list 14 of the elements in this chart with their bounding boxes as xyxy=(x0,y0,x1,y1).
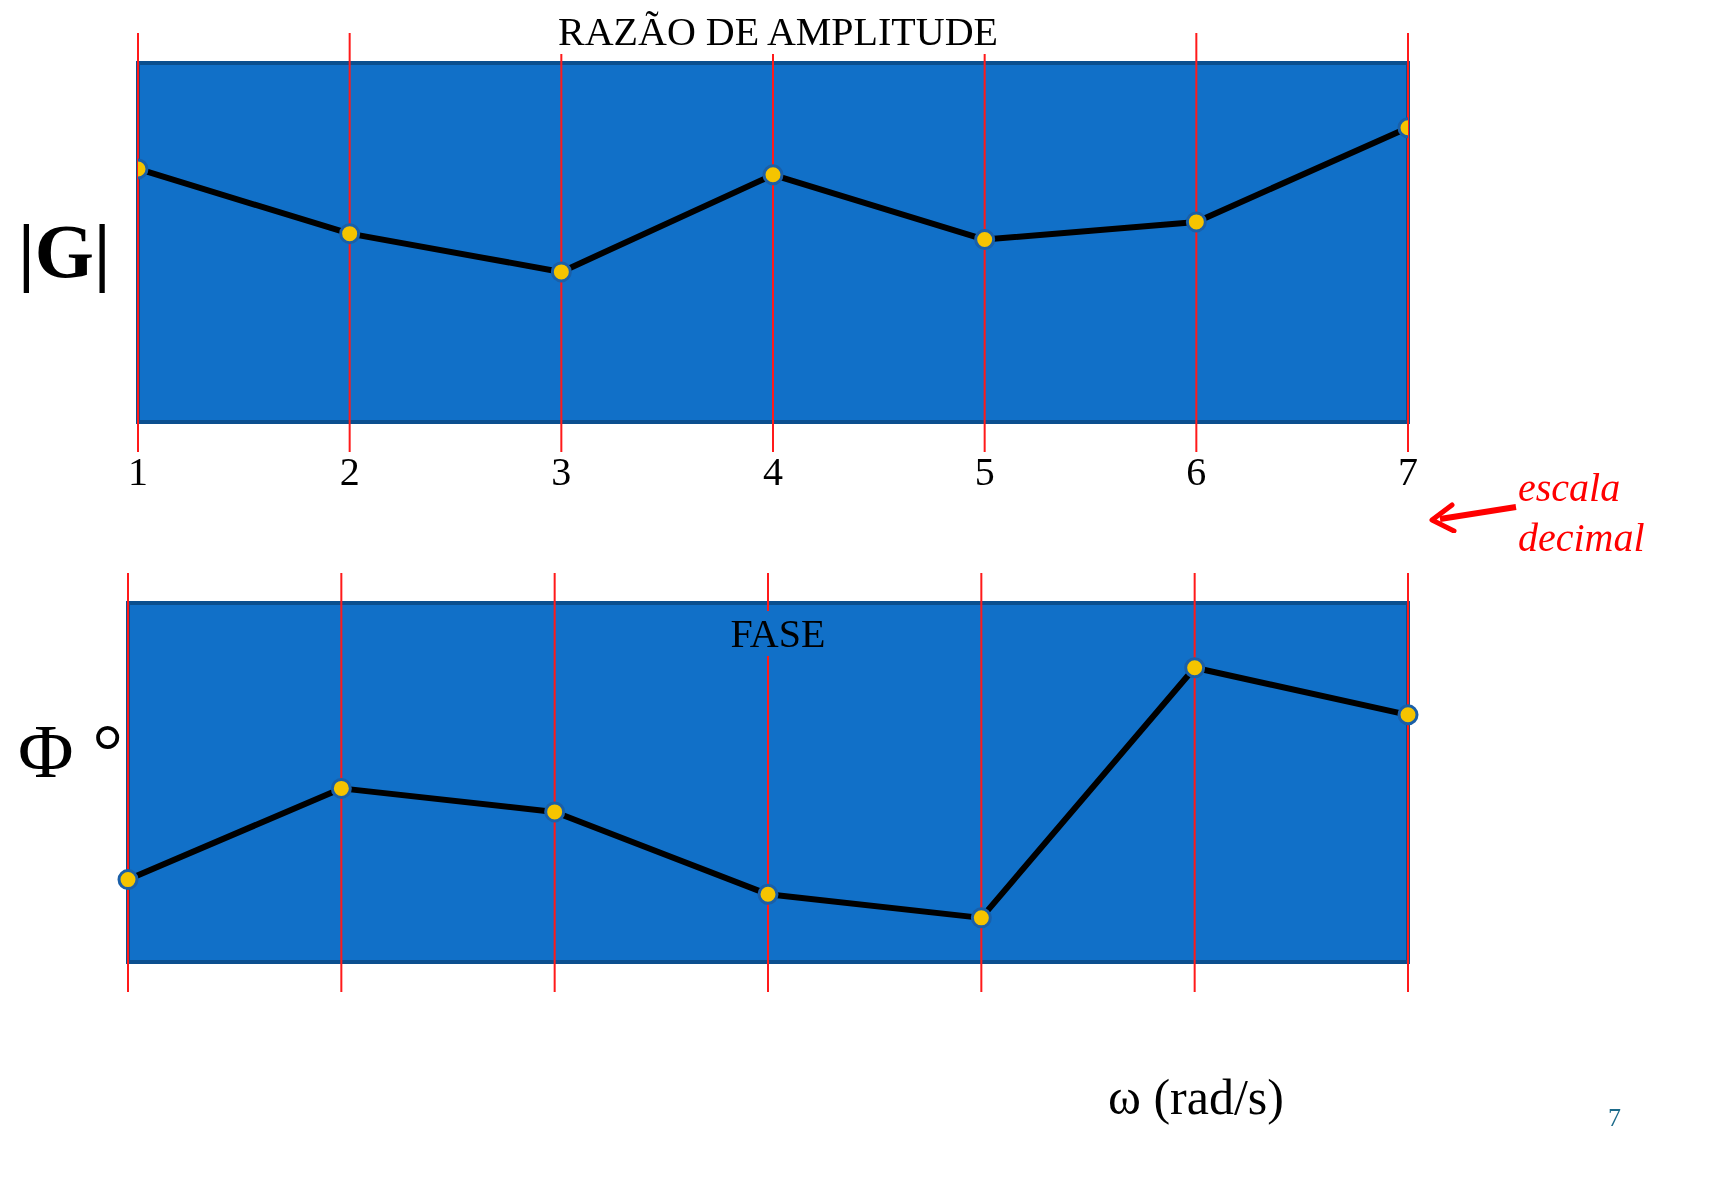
x-tick-label: 2 xyxy=(339,448,360,494)
x-tick-label: 5 xyxy=(974,448,995,494)
chart-title: FASE xyxy=(722,611,834,656)
chart-title: RAZÃO DE AMPLITUDE xyxy=(550,9,1006,54)
y-axis-title: |G| xyxy=(18,208,111,295)
x-axis-title: ω (rad/s) xyxy=(1108,1068,1284,1126)
text: escala decimal xyxy=(1518,464,1646,562)
text: 7 xyxy=(1608,1103,1621,1133)
x-tick-label: 1 xyxy=(128,448,148,494)
x-tick-label: 6 xyxy=(1186,448,1207,494)
x-tick-label: 3 xyxy=(551,448,572,494)
x-tick-label: 4 xyxy=(763,448,783,494)
x-tick-label: 7 xyxy=(1398,448,1418,494)
y-axis-title: Φ ° xyxy=(18,708,123,795)
